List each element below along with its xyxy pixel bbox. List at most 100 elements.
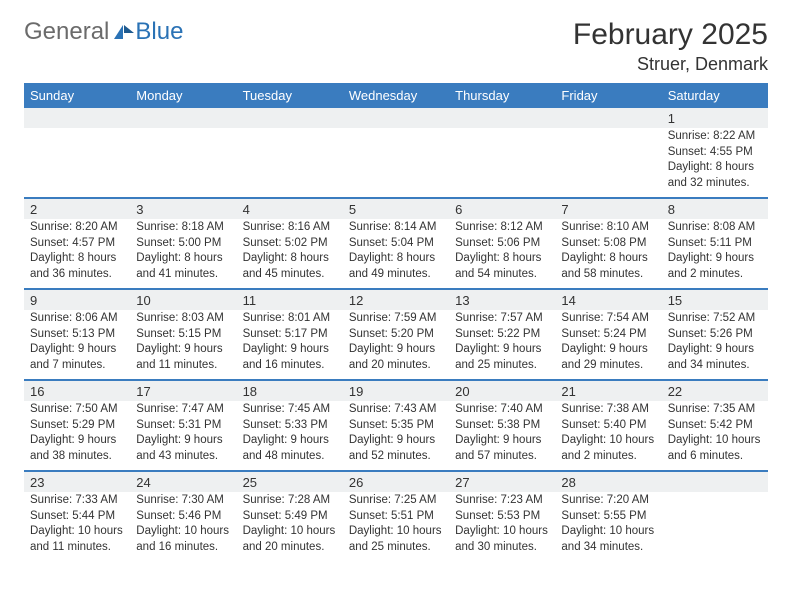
daylight-text: Daylight: 9 hours and 11 minutes. (136, 342, 230, 373)
date-cell: 5 (343, 198, 449, 219)
daylight-text: Daylight: 8 hours and 54 minutes. (455, 251, 549, 282)
date-cell: 12 (343, 289, 449, 310)
day-content-cell: Sunrise: 7:20 AMSunset: 5:55 PMDaylight:… (555, 492, 661, 561)
date-cell: 20 (449, 380, 555, 401)
sunrise-text: Sunrise: 7:52 AM (668, 311, 762, 327)
day-content-cell: Sunrise: 8:10 AMSunset: 5:08 PMDaylight:… (555, 219, 661, 289)
day-content-cell: Sunrise: 7:50 AMSunset: 5:29 PMDaylight:… (24, 401, 130, 471)
sunrise-text: Sunrise: 7:57 AM (455, 311, 549, 327)
day-content-cell (24, 128, 130, 198)
date-cell: 18 (237, 380, 343, 401)
sunset-text: Sunset: 5:20 PM (349, 327, 443, 343)
date-row: 2345678 (24, 198, 768, 219)
sunset-text: Sunset: 5:17 PM (243, 327, 337, 343)
sunset-text: Sunset: 5:49 PM (243, 509, 337, 525)
day-header: Saturday (662, 83, 768, 108)
date-cell (449, 108, 555, 128)
sunset-text: Sunset: 5:29 PM (30, 418, 124, 434)
daylight-text: Daylight: 9 hours and 34 minutes. (668, 342, 762, 373)
daylight-text: Daylight: 9 hours and 20 minutes. (349, 342, 443, 373)
day-content-cell (555, 128, 661, 198)
logo-flag-icon (113, 23, 135, 41)
sunset-text: Sunset: 5:40 PM (561, 418, 655, 434)
day-content-cell: Sunrise: 8:12 AMSunset: 5:06 PMDaylight:… (449, 219, 555, 289)
daylight-text: Daylight: 10 hours and 6 minutes. (668, 433, 762, 464)
sunrise-text: Sunrise: 7:25 AM (349, 493, 443, 509)
date-cell (555, 108, 661, 128)
day-content-cell: Sunrise: 7:28 AMSunset: 5:49 PMDaylight:… (237, 492, 343, 561)
content-row: Sunrise: 8:20 AMSunset: 4:57 PMDaylight:… (24, 219, 768, 289)
date-cell: 17 (130, 380, 236, 401)
day-content-cell (130, 128, 236, 198)
date-cell: 1 (662, 108, 768, 128)
daylight-text: Daylight: 10 hours and 34 minutes. (561, 524, 655, 555)
sunrise-text: Sunrise: 8:16 AM (243, 220, 337, 236)
content-row: Sunrise: 7:50 AMSunset: 5:29 PMDaylight:… (24, 401, 768, 471)
daylight-text: Daylight: 9 hours and 48 minutes. (243, 433, 337, 464)
content-row: Sunrise: 8:22 AMSunset: 4:55 PMDaylight:… (24, 128, 768, 198)
sunrise-text: Sunrise: 7:33 AM (30, 493, 124, 509)
date-row: 9101112131415 (24, 289, 768, 310)
date-cell: 6 (449, 198, 555, 219)
date-cell: 25 (237, 471, 343, 492)
sunset-text: Sunset: 5:42 PM (668, 418, 762, 434)
day-content-cell: Sunrise: 7:43 AMSunset: 5:35 PMDaylight:… (343, 401, 449, 471)
daylight-text: Daylight: 9 hours and 38 minutes. (30, 433, 124, 464)
daylight-text: Daylight: 9 hours and 7 minutes. (30, 342, 124, 373)
sunrise-text: Sunrise: 7:59 AM (349, 311, 443, 327)
daylight-text: Daylight: 10 hours and 20 minutes. (243, 524, 337, 555)
day-content-cell (449, 128, 555, 198)
logo-text-blue: Blue (135, 18, 183, 46)
sunset-text: Sunset: 5:53 PM (455, 509, 549, 525)
daylight-text: Daylight: 8 hours and 58 minutes. (561, 251, 655, 282)
sunrise-text: Sunrise: 7:50 AM (30, 402, 124, 418)
day-content-cell: Sunrise: 7:59 AMSunset: 5:20 PMDaylight:… (343, 310, 449, 380)
sunset-text: Sunset: 4:55 PM (668, 145, 762, 161)
date-cell: 9 (24, 289, 130, 310)
sunset-text: Sunset: 5:24 PM (561, 327, 655, 343)
daylight-text: Daylight: 8 hours and 36 minutes. (30, 251, 124, 282)
date-cell: 19 (343, 380, 449, 401)
daylight-text: Daylight: 10 hours and 11 minutes. (30, 524, 124, 555)
sunset-text: Sunset: 5:46 PM (136, 509, 230, 525)
sunrise-text: Sunrise: 8:10 AM (561, 220, 655, 236)
sunset-text: Sunset: 5:08 PM (561, 236, 655, 252)
sunset-text: Sunset: 4:57 PM (30, 236, 124, 252)
day-header: Wednesday (343, 83, 449, 108)
calendar-header-row: Sunday Monday Tuesday Wednesday Thursday… (24, 83, 768, 108)
date-cell (130, 108, 236, 128)
date-cell: 27 (449, 471, 555, 492)
date-cell (237, 108, 343, 128)
day-content-cell: Sunrise: 8:22 AMSunset: 4:55 PMDaylight:… (662, 128, 768, 198)
location: Struer, Denmark (573, 54, 768, 75)
day-header: Friday (555, 83, 661, 108)
day-header: Thursday (449, 83, 555, 108)
logo-text-general: General (24, 18, 109, 46)
daylight-text: Daylight: 8 hours and 49 minutes. (349, 251, 443, 282)
date-cell: 15 (662, 289, 768, 310)
date-row: 232425262728 (24, 471, 768, 492)
logo: General Blue (24, 18, 183, 46)
daylight-text: Daylight: 10 hours and 25 minutes. (349, 524, 443, 555)
date-cell: 4 (237, 198, 343, 219)
sunset-text: Sunset: 5:55 PM (561, 509, 655, 525)
day-content-cell: Sunrise: 8:14 AMSunset: 5:04 PMDaylight:… (343, 219, 449, 289)
sunrise-text: Sunrise: 7:23 AM (455, 493, 549, 509)
sunrise-text: Sunrise: 7:45 AM (243, 402, 337, 418)
date-cell: 7 (555, 198, 661, 219)
sunset-text: Sunset: 5:22 PM (455, 327, 549, 343)
date-cell: 21 (555, 380, 661, 401)
daylight-text: Daylight: 8 hours and 32 minutes. (668, 160, 762, 191)
daylight-text: Daylight: 9 hours and 16 minutes. (243, 342, 337, 373)
date-cell: 28 (555, 471, 661, 492)
sunset-text: Sunset: 5:44 PM (30, 509, 124, 525)
day-content-cell: Sunrise: 7:47 AMSunset: 5:31 PMDaylight:… (130, 401, 236, 471)
page-title: February 2025 (573, 18, 768, 52)
day-content-cell: Sunrise: 7:52 AMSunset: 5:26 PMDaylight:… (662, 310, 768, 380)
daylight-text: Daylight: 8 hours and 45 minutes. (243, 251, 337, 282)
day-content-cell: Sunrise: 7:33 AMSunset: 5:44 PMDaylight:… (24, 492, 130, 561)
sunset-text: Sunset: 5:06 PM (455, 236, 549, 252)
date-cell: 16 (24, 380, 130, 401)
calendar-table: Sunday Monday Tuesday Wednesday Thursday… (24, 83, 768, 561)
sunrise-text: Sunrise: 8:18 AM (136, 220, 230, 236)
